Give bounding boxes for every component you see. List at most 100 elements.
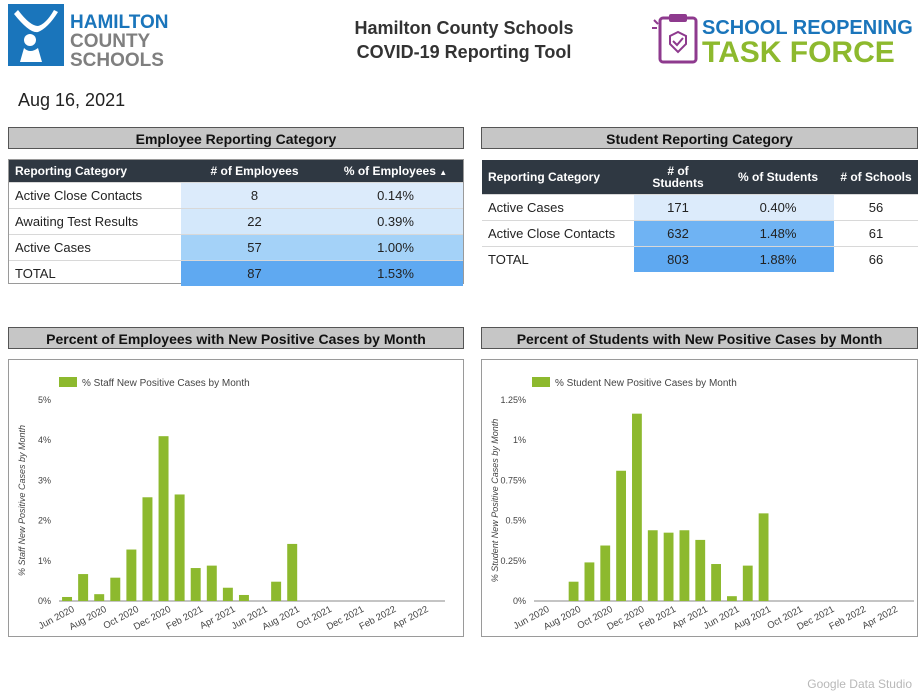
- report-date: Aug 16, 2021: [18, 90, 126, 110]
- employee-chart: % Staff New Positive Cases by Month 0% 1% 2…: [8, 359, 464, 637]
- col-header-count[interactable]: # of Employees: [181, 160, 328, 183]
- row-percent: 1.00%: [328, 234, 463, 261]
- employee-chart-banner: Percent of Employees with New Positive C…: [8, 327, 464, 349]
- y-tick-label: 3%: [38, 475, 51, 485]
- bar-apr-2021[interactable]: [695, 539, 706, 601]
- row-count: 87: [181, 260, 328, 286]
- legend-label[interactable]: % Student New Positive Cases by Month: [555, 378, 737, 389]
- bar-aug-2020[interactable]: [568, 581, 579, 601]
- bar-oct-2020[interactable]: [600, 545, 611, 601]
- logo-right-line-1: SCHOOL REOPENING: [702, 17, 913, 39]
- row-count: 57: [181, 234, 328, 261]
- bar-sep-2020[interactable]: [584, 562, 595, 601]
- table-row: TOTAL 87 1.53%: [9, 260, 463, 286]
- x-tick-label: Aug 2021: [261, 604, 302, 633]
- student-chart-banner: Percent of Students with New Positive Ca…: [481, 327, 918, 349]
- row-category: Active Close Contacts: [482, 220, 634, 247]
- x-tick-label: Feb 2021: [637, 604, 678, 633]
- bar-aug-2021[interactable]: [287, 543, 298, 601]
- legend-swatch: [532, 377, 550, 387]
- legend-label[interactable]: % Staff New Positive Cases by Month: [82, 378, 250, 389]
- x-tick-label: Feb 2022: [357, 604, 398, 633]
- y-axis-label: % Student New Positive Cases by Month: [490, 419, 500, 583]
- row-category: Active Cases: [9, 234, 181, 261]
- bar-aug-2021[interactable]: [758, 513, 769, 601]
- row-count: 8: [181, 182, 328, 209]
- page-title-line-2: COVID-19 Reporting Tool: [356, 42, 572, 62]
- student-table-header-row: Reporting Category # of Students % of St…: [482, 160, 918, 195]
- legend-swatch: [59, 377, 77, 387]
- col-header-count[interactable]: # of Students: [634, 160, 722, 195]
- bar-sep-2020[interactable]: [110, 577, 121, 601]
- bar-mar-2021[interactable]: [679, 530, 690, 601]
- x-tick-label: Apr 2022: [860, 604, 899, 632]
- table-row: Awaiting Test Results 22 0.39%: [9, 208, 463, 235]
- row-count: 803: [634, 246, 722, 272]
- y-tick-label: 0%: [38, 596, 51, 606]
- bar-jun-2020[interactable]: [62, 596, 73, 601]
- logo-line-3: SCHOOLS: [70, 50, 164, 68]
- bar-dec-2020[interactable]: [158, 436, 169, 601]
- y-tick-label: 1%: [513, 435, 526, 445]
- bar-feb-2021[interactable]: [663, 532, 674, 601]
- col-header-percent-label: % of Employees: [343, 164, 436, 178]
- logo-right-line-2: TASK FORCE: [702, 36, 895, 66]
- student-chart-svg: % Student New Positive Cases by Month 0% 0…: [490, 377, 914, 633]
- bar-may-2021[interactable]: [238, 594, 249, 601]
- employee-chart-svg: % Staff New Positive Cases by Month 0% 1% 2…: [17, 377, 445, 633]
- col-header-count-line-1: # of: [667, 164, 689, 178]
- table-row: TOTAL 803 1.88% 66: [482, 246, 918, 272]
- row-count: 22: [181, 208, 328, 235]
- y-tick-label: 0.25%: [500, 556, 526, 566]
- col-header-count-line-2: Students: [652, 176, 704, 190]
- col-header-percent[interactable]: % of Employees ▲: [328, 160, 463, 183]
- y-tick-label: 5%: [38, 395, 51, 405]
- bar-aug-2020[interactable]: [94, 594, 105, 601]
- col-header-category[interactable]: Reporting Category: [9, 160, 181, 183]
- row-percent: 1.53%: [328, 260, 463, 286]
- x-tick-label: Apr 2022: [391, 604, 430, 632]
- bar-may-2021[interactable]: [711, 564, 721, 601]
- y-axis-label: % Staff New Positive Cases by Month: [17, 425, 27, 576]
- bar-jan-2021[interactable]: [174, 494, 185, 601]
- employee-table-banner: Employee Reporting Category: [8, 127, 464, 149]
- row-schools: 56: [834, 194, 918, 221]
- student-table-banner: Student Reporting Category: [481, 127, 918, 149]
- x-tick-label: Feb 2022: [827, 604, 868, 633]
- col-header-schools[interactable]: # of Schools: [834, 160, 918, 195]
- page-title: Hamilton County Schools COVID-19 Reporti…: [300, 16, 628, 64]
- y-tick-label: 4%: [38, 435, 51, 445]
- bar-jul-2021[interactable]: [271, 581, 282, 601]
- row-percent: 0.14%: [328, 182, 463, 209]
- student-table: Reporting Category # of Students % of St…: [482, 160, 918, 272]
- bar-oct-2020[interactable]: [126, 549, 137, 601]
- col-header-percent[interactable]: % of Students: [722, 160, 834, 195]
- row-category: TOTAL: [482, 246, 634, 272]
- student-chart: % Student New Positive Cases by Month 0% 0…: [481, 359, 918, 637]
- row-percent: 0.39%: [328, 208, 463, 235]
- bar-nov-2020[interactable]: [142, 497, 153, 601]
- row-schools: 66: [834, 246, 918, 272]
- bar-jun-2021[interactable]: [727, 596, 737, 601]
- bar-nov-2020[interactable]: [616, 470, 626, 601]
- bar-jul-2021[interactable]: [742, 565, 753, 601]
- bar-feb-2021[interactable]: [190, 568, 201, 601]
- bar-jan-2021[interactable]: [647, 530, 658, 601]
- y-tick-label: 2%: [38, 516, 51, 526]
- row-percent: 1.48%: [722, 220, 834, 247]
- employee-table-header-row: Reporting Category # of Employees % of E…: [9, 160, 463, 183]
- col-header-category[interactable]: Reporting Category: [482, 160, 634, 195]
- table-row: Active Cases 171 0.40% 56: [482, 194, 918, 221]
- bar-mar-2021[interactable]: [206, 565, 217, 601]
- row-percent: 1.88%: [722, 246, 834, 272]
- row-category: TOTAL: [9, 260, 181, 286]
- table-row: Active Close Contacts 8 0.14%: [9, 182, 463, 209]
- row-category: Active Close Contacts: [9, 182, 181, 209]
- y-tick-label: 0.5%: [505, 516, 526, 526]
- sort-ascending-icon: ▲: [439, 168, 448, 177]
- bar-dec-2020[interactable]: [632, 413, 642, 601]
- watermark: Google Data Studio: [807, 677, 912, 691]
- bar-apr-2021[interactable]: [222, 587, 233, 601]
- row-percent: 0.40%: [722, 194, 834, 221]
- bar-jul-2020[interactable]: [78, 574, 89, 601]
